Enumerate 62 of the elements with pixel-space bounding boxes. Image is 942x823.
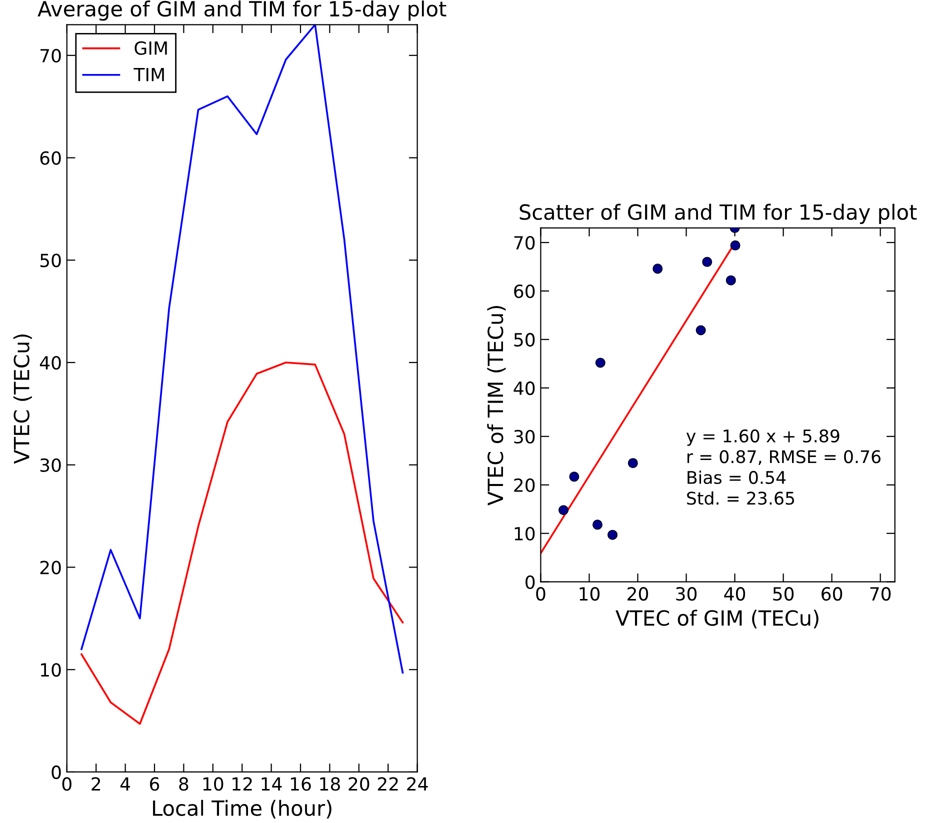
x-axis-title: VTEC of GIM (TECu) (616, 610, 818, 628)
y-tick-label: 10 (41, 663, 61, 677)
point (696, 325, 706, 336)
x-tick-label: 0 (536, 587, 546, 601)
point (592, 520, 602, 530)
legend-label: GIM (134, 41, 167, 55)
x-tick-label: 24 (407, 777, 428, 791)
x-tick-label: 10 (580, 587, 600, 601)
annotation: Bias = 0.54 (688, 470, 786, 484)
x-tick-label: 60 (822, 587, 842, 601)
y-tick-label: 60 (40, 151, 61, 165)
x-tick-label: 50 (773, 587, 794, 601)
y-tick-label: 20 (514, 478, 535, 492)
x-tick-label: 18 (320, 777, 340, 791)
y-tick-label: 70 (40, 48, 61, 63)
x-tick-label: 20 (628, 587, 648, 601)
line-series (80, 362, 404, 725)
legend-label: TIM (134, 68, 164, 82)
y-tick-label: 70 (514, 236, 535, 250)
point (730, 240, 740, 250)
x-tick-label: 0 (62, 777, 72, 791)
x-tick-label: 40 (724, 587, 746, 601)
y-tick-label: 50 (40, 254, 61, 268)
y-tick-label: 10 (514, 526, 535, 540)
x-axis-title: Local Time (hour) (153, 800, 332, 818)
point (652, 264, 663, 274)
x-tick-label: 8 (179, 777, 188, 791)
x-tick-label: 2 (92, 777, 100, 791)
y-tick-label: 20 (40, 560, 61, 574)
x-tick-label: 22 (378, 777, 398, 791)
point (595, 358, 606, 368)
x-tick-label: 16 (290, 777, 311, 791)
point (558, 505, 569, 516)
y-tick-label: 30 (514, 430, 535, 444)
chart-title: Average of GIM and TIM for 15-day plot (38, 0, 446, 21)
y-tick-label: 40 (514, 381, 535, 396)
x-tick-label: 10 (203, 777, 224, 791)
point (569, 472, 580, 482)
point (702, 256, 712, 267)
x-tick-label: 20 (348, 777, 370, 791)
point (628, 458, 638, 468)
y-tick-label: 60 (514, 284, 535, 298)
x-tick-label: 70 (870, 587, 891, 601)
annotation: r = 0.87, RMSE = 0.76 (688, 450, 881, 466)
x-tick-label: 4 (120, 777, 130, 791)
y-tick-label: 40 (40, 356, 61, 370)
point (608, 530, 618, 540)
y-tick-label: 50 (514, 332, 535, 347)
chart-title: Scatter of GIM and TIM for 15-day plot (520, 204, 917, 224)
x-tick-label: 12 (232, 777, 252, 791)
y-tick-label: 0 (52, 765, 61, 780)
x-tick-label: 6 (150, 777, 160, 791)
point (726, 275, 736, 286)
y-axis-title: VTEC (TECu) (13, 334, 32, 464)
annotation: y = 1.60 x + 5.89 (686, 429, 840, 446)
y-tick-label: 0 (526, 575, 535, 589)
y-axis-title: VTEC of TIM (TECu) (487, 306, 506, 506)
line-series (80, 24, 404, 674)
x-tick-label: 30 (676, 587, 697, 601)
annotation: Std. = 23.65 (687, 491, 794, 505)
y-tick-label: 30 (40, 458, 61, 472)
x-tick-label: 14 (262, 777, 282, 791)
